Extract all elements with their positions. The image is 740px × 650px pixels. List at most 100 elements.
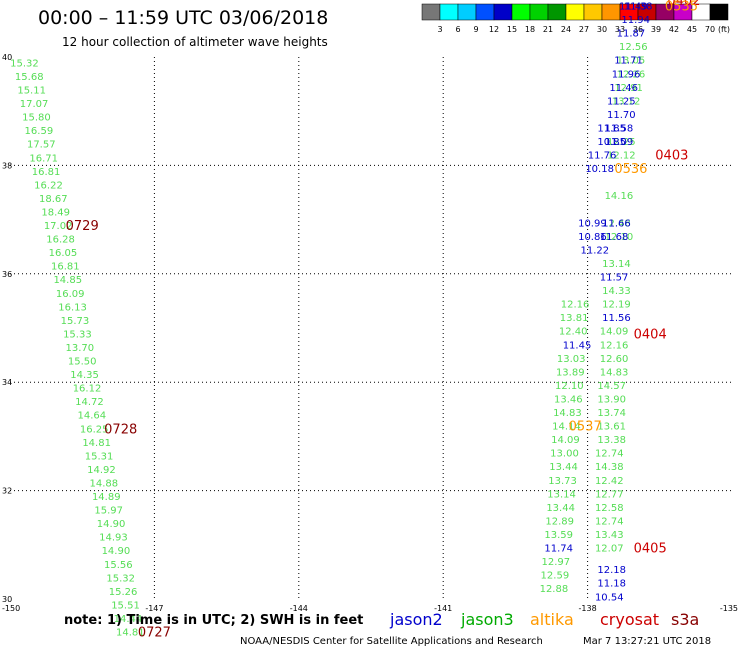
colorbar-swatch <box>565 3 585 21</box>
y-tick-label: 38 <box>2 161 12 170</box>
legend-altika: altika <box>530 610 574 629</box>
y-tick-label: 32 <box>2 487 12 496</box>
wave-height-point: 14.16 <box>605 191 634 202</box>
colorbar-swatch <box>439 3 459 21</box>
wave-height-point: 15.11 <box>17 86 46 97</box>
wave-height-point: 11.25 <box>607 96 636 107</box>
wave-height-point: 10.99 <box>578 218 607 229</box>
page-subtitle: 12 hour collection of altimeter wave hei… <box>62 35 328 49</box>
wave-height-point: 13.46 <box>554 394 583 405</box>
wave-height-point: 11.49 <box>619 2 648 13</box>
wave-height-point: 15.68 <box>15 72 44 83</box>
wave-height-point: 12.19 <box>602 300 631 311</box>
colorbar-swatch <box>511 3 531 21</box>
wave-height-point: 14.57 <box>597 381 626 392</box>
wave-height-point: 14.92 <box>87 465 116 476</box>
wave-height-point: 12.91 <box>614 83 643 94</box>
x-tick-label: -138 <box>579 604 597 613</box>
wave-height-point: 12.42 <box>595 476 624 487</box>
colorbar-label: 24 <box>561 25 571 34</box>
wave-height-point: 16.81 <box>32 167 61 178</box>
wave-height-point: 13.44 <box>546 503 575 514</box>
colorbar-swatch <box>457 3 477 21</box>
wave-height-point: 13.61 <box>597 422 626 433</box>
wave-height-point: 14.33 <box>602 286 631 297</box>
wave-height-point: 13.70 <box>65 343 94 354</box>
colorbar-label: 21 <box>543 25 553 34</box>
wave-height-point: 15.51 <box>111 600 140 611</box>
wave-height-point: 12.74 <box>595 449 624 460</box>
wave-height-point: 14.83 <box>600 367 629 378</box>
colorbar-label: 36 <box>633 25 643 34</box>
colorbar-label: 45 <box>687 25 697 34</box>
wave-height-point: 13.44 <box>549 462 578 473</box>
wave-height-point: 13.90 <box>597 394 626 405</box>
colorbar-label: 30 <box>597 25 607 34</box>
time-labels: 0727 0728 0729 0405 0404 0403 0402 0537 0536 0535 <box>66 0 701 641</box>
y-tick-label: 36 <box>2 270 12 279</box>
wave-height-point: 14.09 <box>551 435 580 446</box>
footer-note: note: 1) Time is in UTC; 2) SWH is in fe… <box>64 613 363 628</box>
wave-height-point: 14.81 <box>82 438 111 449</box>
colorbar-label: 27 <box>579 25 589 34</box>
legend-jason3: jason3 <box>460 610 514 629</box>
colorbar-unit: (ft) <box>718 25 730 34</box>
pass-time-label: 0727 <box>138 626 171 641</box>
legend-cryosat: cryosat <box>600 610 659 629</box>
wave-height-point: 13.38 <box>597 435 626 446</box>
wave-height-point: 17.57 <box>27 140 56 151</box>
tick-labels: 30 32 34 36 38 40 -150 -147 -144 -141 -138 -135 <box>2 53 738 613</box>
wave-height-point: 10.18 <box>585 164 614 175</box>
timestamp-text: Mar 7 13:27:21 UTC 2018 <box>583 636 711 647</box>
wave-height-point: 12.60 <box>600 354 629 365</box>
wave-height-point: 11.70 <box>607 110 636 121</box>
wave-height-point: 14.09 <box>600 327 629 338</box>
wave-height-point: 15.31 <box>85 451 114 462</box>
colorbar-swatch <box>709 3 729 21</box>
x-tick-label: -144 <box>290 604 308 613</box>
wave-height-point: 11.46 <box>609 83 638 94</box>
wave-height-point: 15.50 <box>68 357 97 368</box>
legend-jason2: jason2 <box>389 610 443 629</box>
y-tick-label: 34 <box>2 378 12 387</box>
colorbar-label: 3 <box>437 25 442 34</box>
wave-height-point: 11.09 <box>605 137 634 148</box>
wave-height-point: 13.14 <box>602 259 631 270</box>
wave-height-point: 14.38 <box>595 462 624 473</box>
wave-height-point: 14.85 <box>53 275 82 286</box>
wave-height-point: 14.90 <box>97 519 126 530</box>
wave-height-point: 12.59 <box>541 571 570 582</box>
wave-height-point: 11.71 <box>614 56 643 67</box>
page-title: 00:00 – 11:59 UTC 03/06/2018 <box>38 7 328 29</box>
wave-height-point: 16.25 <box>80 424 109 435</box>
wave-height-point: 13.89 <box>556 367 585 378</box>
wave-height-point: 13.81 <box>560 313 589 324</box>
colorbar-label: 15 <box>507 25 517 34</box>
wave-height-point: 13.05 <box>617 56 646 67</box>
legend-s3a: s3a <box>671 610 699 629</box>
wave-height-point: 13.43 <box>595 530 624 541</box>
wave-height-point: 12.16 <box>561 300 590 311</box>
colorbar-label: 33 <box>615 25 625 34</box>
wave-height-point: 10.86 <box>578 232 607 243</box>
wave-height-point: 12.07 <box>595 544 624 555</box>
colorbar-swatch <box>529 3 549 21</box>
wave-height-point: 11.22 <box>580 245 609 256</box>
wave-height-point: 14.93 <box>99 533 128 544</box>
wave-height-point: 15.32 <box>10 58 39 69</box>
wave-height-point: 10.54 <box>595 592 624 603</box>
wave-height-point: 11.87 <box>617 29 646 40</box>
wave-height-point: 13.74 <box>597 408 626 419</box>
wave-height-point: 11.68 <box>600 232 629 243</box>
wave-height-point: 16.71 <box>29 153 58 164</box>
wave-height-point: 12.18 <box>597 565 626 576</box>
wave-height-point: 10.85 <box>597 137 626 148</box>
wave-height-point: 14.72 <box>75 397 104 408</box>
wave-height-point: 12.88 <box>540 584 569 595</box>
wave-height-point: 16.05 <box>49 248 78 259</box>
grid <box>10 57 732 599</box>
wave-height-point: 15.33 <box>63 329 92 340</box>
wave-height-point: 12.77 <box>595 489 624 500</box>
